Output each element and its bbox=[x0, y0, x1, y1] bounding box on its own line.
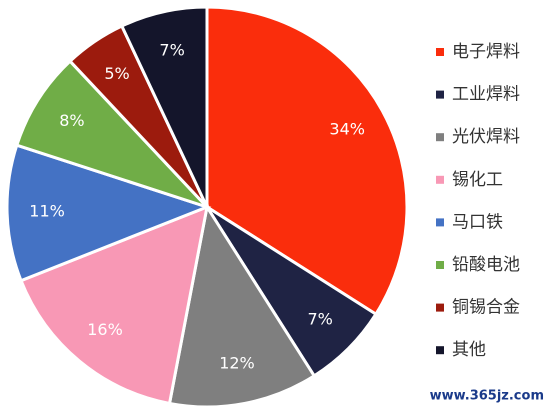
data-label: 7% bbox=[159, 40, 184, 59]
pie-slice bbox=[167, 202, 317, 409]
legend-label: 铜锡合金 bbox=[452, 298, 520, 318]
legend-swatch bbox=[436, 90, 444, 99]
data-label: 16% bbox=[87, 320, 123, 339]
data-label: 5% bbox=[104, 64, 129, 83]
data-label: 12% bbox=[219, 354, 255, 373]
legend-label: 工业焊料 bbox=[452, 85, 520, 105]
legend-label: 铅酸电池 bbox=[452, 255, 520, 275]
legend-swatch bbox=[436, 133, 444, 142]
legend-label: 锡化工 bbox=[452, 170, 503, 190]
data-label: 7% bbox=[307, 310, 332, 329]
pie-slice bbox=[19, 204, 209, 406]
watermark: www.365jz.com bbox=[430, 389, 544, 404]
pie-slice bbox=[5, 143, 212, 283]
legend-swatch bbox=[436, 346, 444, 355]
pie-slice bbox=[14, 59, 209, 209]
legend-label: 电子焊料 bbox=[452, 42, 520, 62]
legend-swatch bbox=[436, 48, 444, 56]
legend-swatch bbox=[436, 218, 444, 227]
legend-label: 其他 bbox=[452, 340, 486, 360]
legend-label: 马口铁 bbox=[452, 212, 503, 232]
pie-slice bbox=[119, 5, 209, 208]
legend-swatch bbox=[436, 303, 444, 312]
legend-label: 光伏焊料 bbox=[452, 127, 520, 147]
data-label: 8% bbox=[59, 111, 84, 130]
legend-swatch bbox=[436, 175, 444, 184]
data-label: 11% bbox=[29, 202, 65, 221]
data-label: 34% bbox=[329, 119, 365, 138]
legend-swatch bbox=[436, 261, 444, 269]
